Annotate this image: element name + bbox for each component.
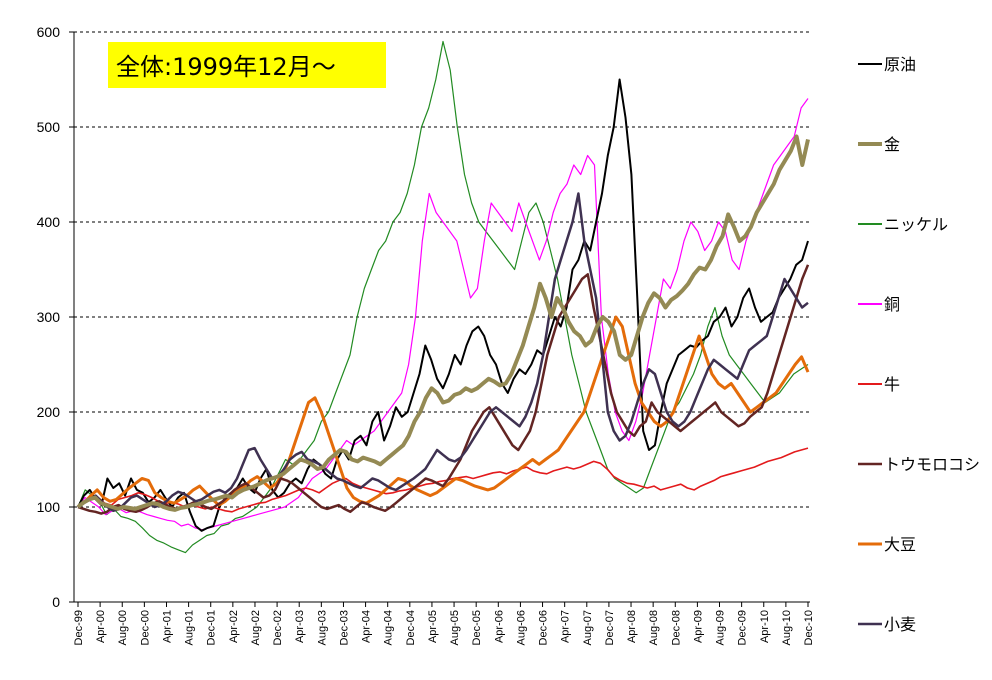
x-tick-label: Dec-04 bbox=[405, 610, 417, 645]
x-tick-label: Dec-06 bbox=[538, 610, 550, 645]
x-tick-label: Aug-02 bbox=[250, 610, 262, 645]
x-tick-label: Aug-04 bbox=[383, 610, 395, 645]
x-tick-label: Dec-09 bbox=[737, 610, 749, 645]
series-lines bbox=[76, 40, 810, 554]
legend-label: 大豆 bbox=[884, 535, 916, 554]
x-tick-label: Dec-10 bbox=[803, 610, 815, 645]
x-tick-label: Aug-08 bbox=[648, 610, 660, 645]
x-tick-label: Dec-03 bbox=[338, 610, 350, 645]
y-tick-label: 100 bbox=[37, 499, 61, 515]
legend-label: 原油 bbox=[884, 55, 916, 74]
x-tick-label: Apr-01 bbox=[161, 610, 173, 643]
legend-label: ニッケル bbox=[884, 215, 948, 234]
series-line-2 bbox=[77, 40, 809, 554]
x-tick-label: Apr-06 bbox=[493, 610, 505, 643]
series-line-7 bbox=[77, 192, 809, 513]
legend-label: 銅 bbox=[884, 295, 900, 314]
legend-label: 金 bbox=[884, 135, 900, 154]
x-tick-label: Apr-03 bbox=[294, 610, 306, 643]
legend-label: トウモロコシ bbox=[884, 455, 980, 474]
series-line-0 bbox=[77, 78, 809, 532]
legend-label: 牛 bbox=[884, 375, 900, 394]
series-line-3 bbox=[77, 98, 809, 531]
x-tick-label: Dec-07 bbox=[604, 610, 616, 645]
x-tick-label: Aug-10 bbox=[781, 610, 793, 645]
x-tick-label: Dec-05 bbox=[471, 610, 483, 645]
legend-label: 小麦 bbox=[884, 615, 916, 634]
x-tick-label: Dec-02 bbox=[272, 610, 284, 645]
y-tick-label: 300 bbox=[37, 309, 61, 325]
x-tick-label: Aug-07 bbox=[582, 610, 594, 645]
y-axis: 0 100 200 300 400 500 600 bbox=[37, 24, 75, 610]
y-tick-label: 400 bbox=[37, 214, 61, 230]
x-tick-label: Dec-08 bbox=[670, 610, 682, 645]
x-tick-label: Apr-08 bbox=[626, 610, 638, 643]
y-tick-label: 500 bbox=[37, 119, 61, 135]
x-tick-label: Dec-99 bbox=[73, 610, 85, 645]
x-tick-label: Apr-05 bbox=[427, 610, 439, 643]
x-tick-label: Apr-10 bbox=[759, 610, 771, 643]
x-tick-label: Dec-00 bbox=[139, 610, 151, 645]
x-tick-label: Aug-06 bbox=[515, 610, 527, 645]
x-tick-label: Apr-09 bbox=[692, 610, 704, 643]
x-tick-label: Aug-01 bbox=[184, 610, 196, 645]
x-axis: Dec-99 Apr-00 Aug-00 Dec-00 Apr-01 Aug-01 Dec-… bbox=[73, 601, 815, 645]
series-line-1 bbox=[76, 134, 810, 512]
y-tick-label: 600 bbox=[37, 24, 61, 40]
x-tick-label: Apr-04 bbox=[361, 610, 373, 643]
x-tick-label: Apr-00 bbox=[95, 610, 107, 643]
chart-title: 全体:1999年12月～ bbox=[116, 53, 336, 81]
series-line-4 bbox=[77, 447, 809, 513]
x-tick-label: Aug-05 bbox=[449, 610, 461, 645]
y-tick-label: 200 bbox=[37, 404, 61, 420]
title-box bbox=[108, 42, 386, 88]
series-line-6 bbox=[77, 315, 810, 509]
x-tick-label: Apr-07 bbox=[560, 610, 572, 643]
x-tick-label: Aug-03 bbox=[316, 610, 328, 645]
y-tick-label: 0 bbox=[52, 594, 60, 610]
x-tick-label: Dec-01 bbox=[206, 610, 218, 645]
x-tick-label: Aug-00 bbox=[117, 610, 129, 645]
x-tick-label: Apr-02 bbox=[228, 610, 240, 643]
x-tick-label: Aug-09 bbox=[715, 610, 727, 645]
